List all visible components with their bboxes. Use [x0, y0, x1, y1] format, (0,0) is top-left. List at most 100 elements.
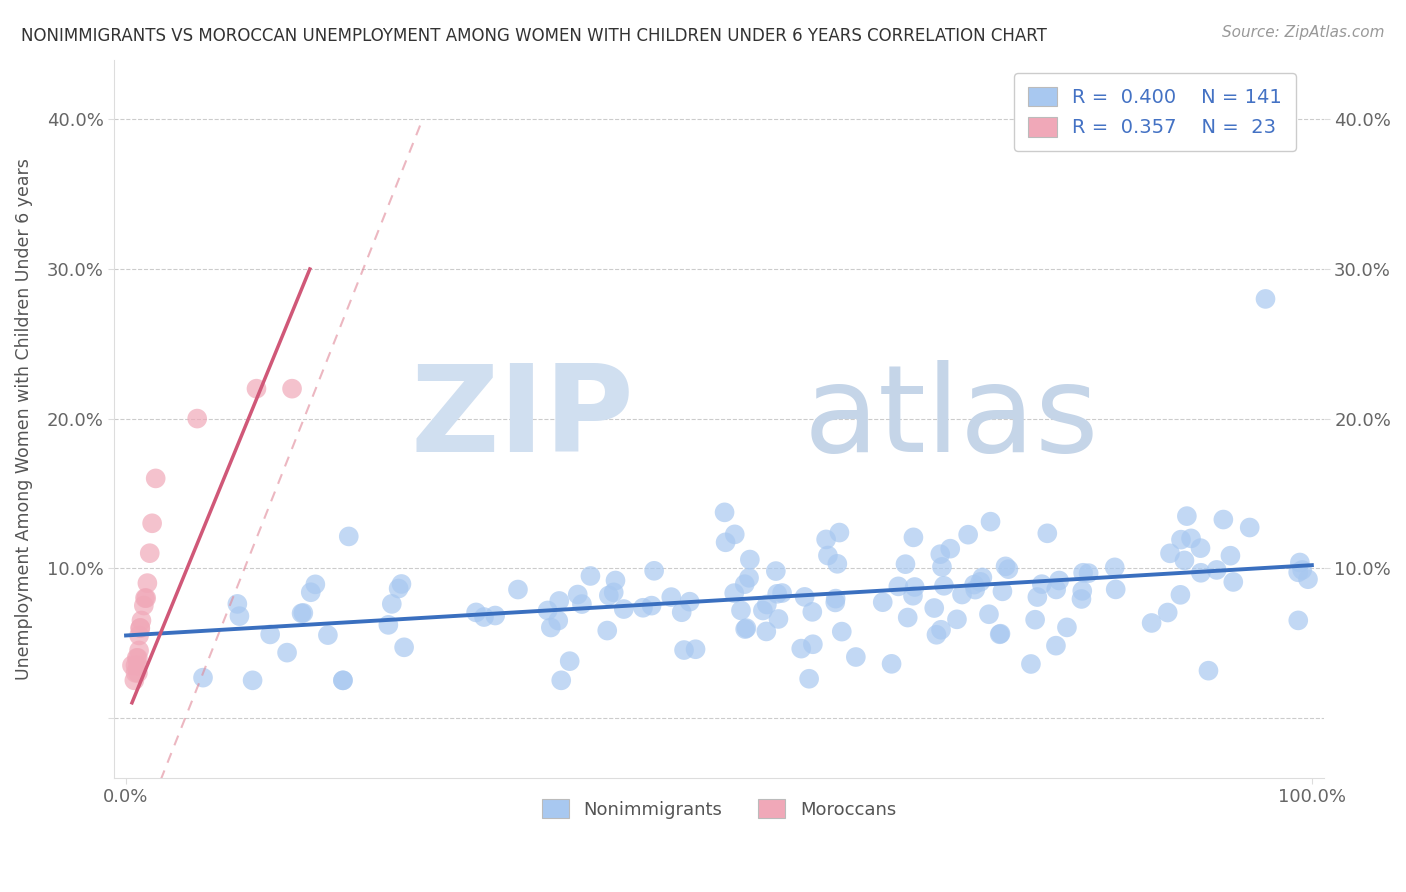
Point [132, 599, 155, 613]
Point [738, 552, 761, 566]
Point [290, 607, 312, 621]
Point [124, 665, 146, 680]
Point [824, 591, 846, 606]
Point [128, 643, 150, 657]
Point [815, 533, 838, 547]
Point [631, 600, 654, 615]
Point [793, 590, 815, 604]
Point [537, 603, 560, 617]
Point [579, 569, 602, 583]
Point [1071, 583, 1094, 598]
Point [129, 621, 152, 635]
Point [979, 515, 1001, 529]
Point [388, 582, 411, 596]
Point [127, 665, 149, 680]
Point [752, 603, 775, 617]
Point [755, 624, 778, 639]
Point [1189, 566, 1212, 580]
Point [392, 640, 415, 655]
Y-axis label: Unemployment Among Women with Children Under 6 years: Unemployment Among Women with Children U… [15, 158, 32, 680]
Point [540, 620, 562, 634]
Point [1024, 613, 1046, 627]
Point [1180, 532, 1202, 546]
Point [134, 591, 156, 605]
Point [922, 601, 945, 615]
Point [391, 577, 413, 591]
Point [506, 582, 529, 597]
Point [131, 614, 153, 628]
Point [1219, 549, 1241, 563]
Point [901, 589, 924, 603]
Text: Source: ZipAtlas.com: Source: ZipAtlas.com [1222, 25, 1385, 40]
Point [735, 621, 758, 635]
Point [136, 576, 159, 591]
Point [135, 591, 157, 605]
Point [1104, 560, 1126, 574]
Point [1222, 574, 1244, 589]
Point [730, 603, 752, 617]
Point [1070, 592, 1092, 607]
Point [903, 530, 925, 544]
Point [377, 618, 399, 632]
Point [1212, 512, 1234, 526]
Point [824, 595, 846, 609]
Point [734, 577, 756, 591]
Point [124, 658, 146, 673]
Point [1286, 614, 1309, 628]
Point [613, 602, 636, 616]
Point [245, 382, 267, 396]
Point [950, 588, 973, 602]
Point [828, 525, 851, 540]
Point [484, 608, 506, 623]
Point [714, 535, 737, 549]
Point [1239, 520, 1261, 534]
Point [957, 527, 980, 541]
Point [1198, 664, 1220, 678]
Point [1157, 606, 1180, 620]
Point [1071, 566, 1094, 580]
Point [990, 626, 1012, 640]
Point [904, 580, 927, 594]
Point [801, 637, 824, 651]
Point [894, 557, 917, 571]
Point [1045, 639, 1067, 653]
Point [1296, 572, 1319, 586]
Point [963, 577, 986, 591]
Point [932, 579, 955, 593]
Point [994, 559, 1017, 574]
Point [1026, 590, 1049, 604]
Point [191, 671, 214, 685]
Point [259, 627, 281, 641]
Point [603, 585, 626, 599]
Point [124, 673, 146, 688]
Point [465, 606, 488, 620]
Point [1159, 546, 1181, 560]
Point [1047, 574, 1070, 588]
Point [337, 529, 360, 543]
Point [977, 607, 1000, 622]
Point [965, 582, 987, 597]
Point [765, 564, 787, 578]
Point [571, 597, 593, 611]
Point [673, 643, 696, 657]
Point [643, 564, 665, 578]
Point [316, 628, 339, 642]
Point [931, 560, 953, 574]
Point [659, 590, 682, 604]
Point [141, 516, 163, 531]
Point [1105, 582, 1128, 597]
Point [887, 579, 910, 593]
Point [332, 673, 354, 688]
Point [299, 585, 322, 599]
Point [1019, 657, 1042, 671]
Point [1189, 541, 1212, 555]
Point [598, 589, 620, 603]
Point [127, 658, 149, 673]
Point [685, 642, 707, 657]
Point [1045, 582, 1067, 597]
Point [548, 594, 571, 608]
Point [827, 557, 849, 571]
Point [724, 527, 747, 541]
Point [1254, 292, 1277, 306]
Point [242, 673, 264, 688]
